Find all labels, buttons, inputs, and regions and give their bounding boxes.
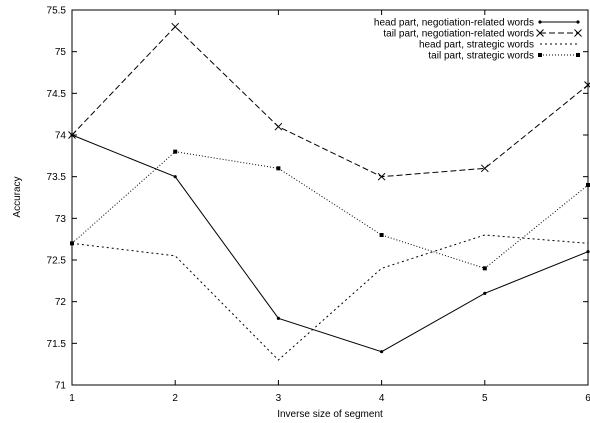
data-point — [574, 29, 582, 37]
x-tick-label: 1 — [69, 393, 75, 404]
y-tick-label: 75.5 — [47, 6, 67, 17]
data-point — [482, 266, 487, 271]
y-tick-label: 72 — [55, 297, 67, 308]
y-tick-label: 74 — [55, 131, 67, 142]
x-tick-label: 5 — [482, 393, 488, 404]
series-line — [71, 25, 589, 178]
legend: head part, negotiation-related wordstail… — [374, 18, 582, 62]
legend-entry: tail part, negotiation-related words — [383, 29, 582, 40]
data-point — [586, 183, 590, 187]
legend-label: tail part, negotiation-related words — [383, 29, 534, 40]
y-tick-label: 71 — [55, 381, 67, 392]
data-point — [538, 20, 542, 24]
data-point — [480, 164, 489, 173]
legend-label: tail part, strategic words — [428, 51, 534, 62]
series-line — [71, 134, 589, 353]
y-tick-label: 75 — [55, 47, 67, 58]
legend-entry: tail part, strategic words — [428, 51, 580, 62]
y-tick-label: 73 — [55, 214, 67, 225]
legend-label: head part, negotiation-related words — [374, 18, 534, 29]
x-tick-label: 4 — [379, 393, 385, 404]
data-point — [274, 122, 283, 131]
y-axis-label: Accuracy — [12, 176, 23, 217]
legend-entry: head part, strategic words — [419, 40, 578, 51]
data-point — [584, 81, 590, 89]
data-point — [276, 316, 280, 320]
data-point — [379, 233, 384, 237]
series-layer — [68, 22, 590, 361]
x-tick-label: 3 — [276, 393, 282, 404]
y-tick-label: 74.5 — [47, 89, 67, 100]
x-axis-label: Inverse size of segment — [277, 409, 383, 420]
series-1 — [70, 133, 590, 354]
series-line — [71, 234, 589, 361]
data-point — [173, 175, 177, 179]
data-point — [68, 131, 76, 139]
y-tick-label: 72.5 — [47, 256, 67, 267]
data-point — [380, 350, 384, 354]
y-tick-label: 73.5 — [47, 172, 67, 183]
y-axis: 71 71.5 72 72.5 73 73.5 74 74.5 75 75.5 — [47, 6, 588, 392]
data-point — [171, 22, 180, 31]
series-line — [71, 151, 589, 269]
plot-frame — [71, 9, 589, 386]
legend-label: head part, strategic words — [419, 40, 534, 51]
data-point — [536, 29, 544, 37]
data-point — [276, 166, 281, 171]
series-3 — [71, 234, 589, 361]
data-point — [586, 250, 590, 254]
series-2 — [68, 22, 590, 181]
x-axis: 1 2 3 4 5 6 — [69, 10, 590, 404]
data-point — [576, 53, 580, 57]
data-point — [576, 20, 580, 24]
data-point — [483, 291, 487, 295]
x-tick-label: 6 — [585, 393, 590, 404]
data-point — [538, 53, 542, 57]
x-tick-label: 2 — [172, 393, 178, 404]
legend-entry: head part, negotiation-related words — [374, 18, 580, 29]
y-tick-label: 71.5 — [47, 339, 67, 350]
data-point — [173, 149, 178, 154]
series-4 — [70, 149, 590, 271]
data-point — [70, 241, 74, 246]
data-point — [377, 172, 386, 181]
